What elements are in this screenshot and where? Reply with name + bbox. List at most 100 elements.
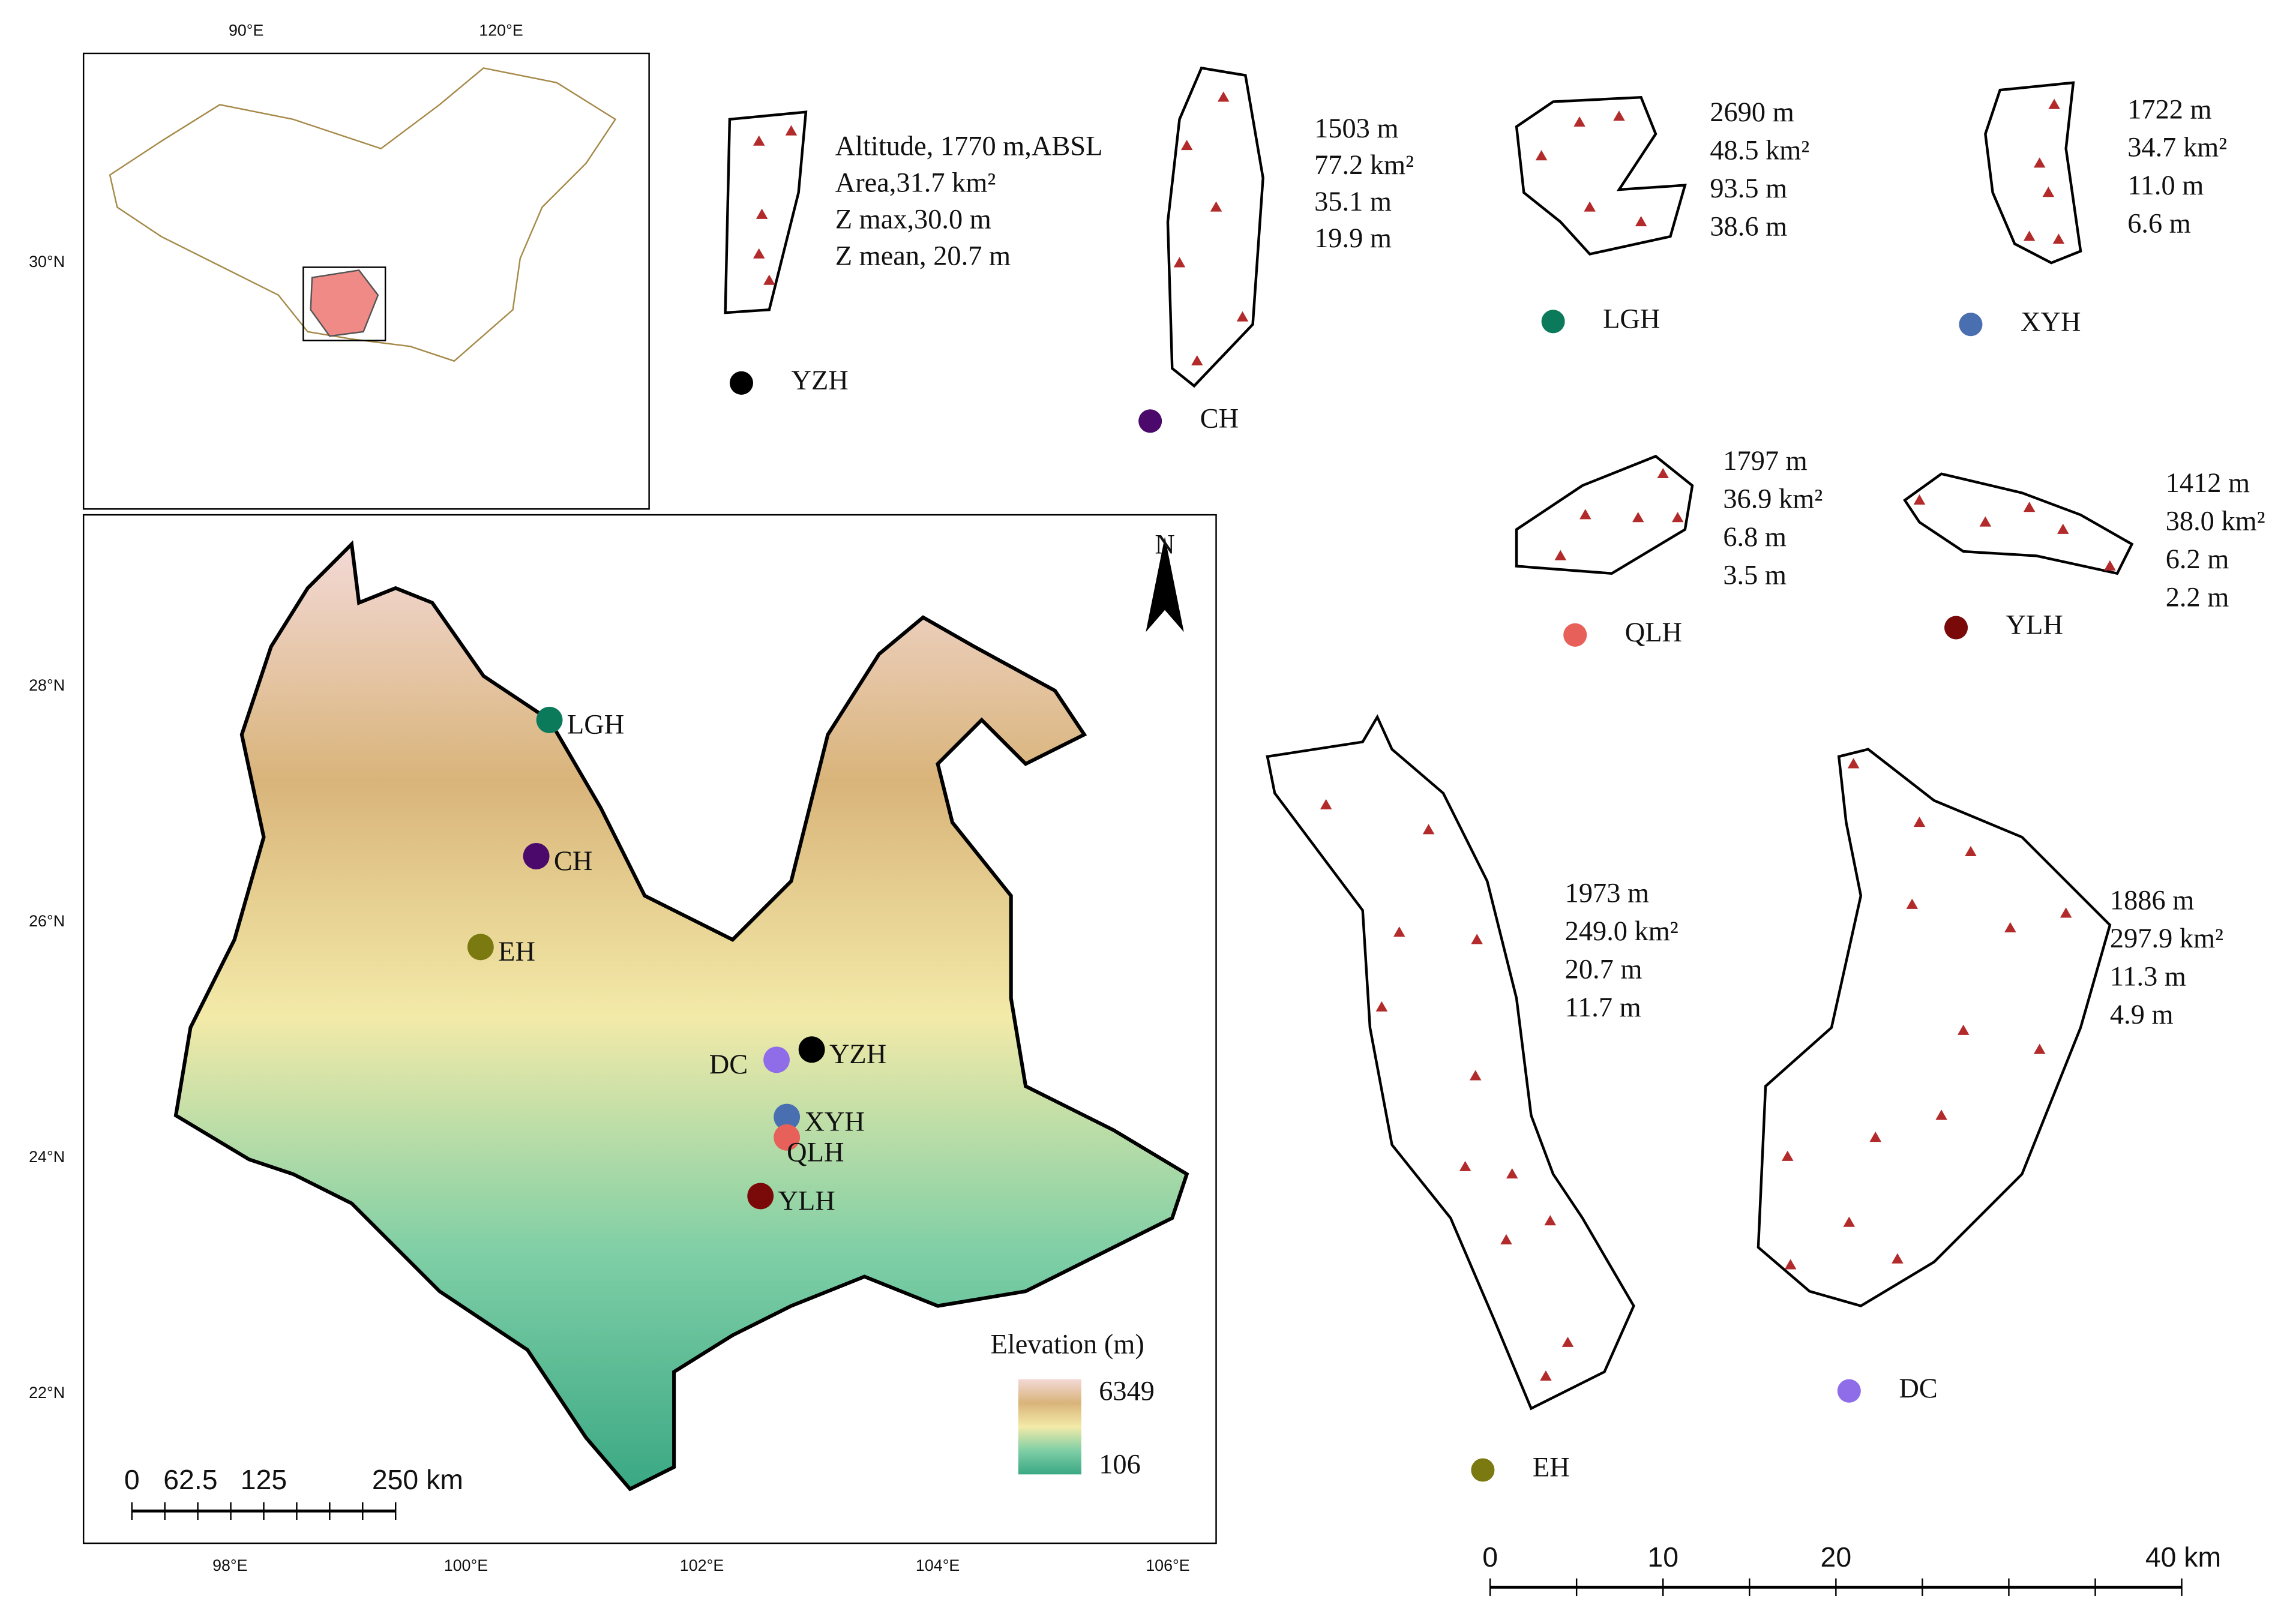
sampling-site [1535,150,1548,161]
sampling-site [1892,1253,1904,1264]
sampling-site [1210,201,1222,212]
yunnan-highlight [310,269,379,337]
sampling-site [785,125,798,136]
sampling-site [1554,550,1567,560]
lake-stat: 6.6 m [2127,209,2191,239]
lake-stat: 1886 m [2110,886,2194,916]
sampling-site [2004,922,2016,932]
lake-stat: 1973 m [1565,878,1649,909]
lake-stat: 11.7 m [1565,992,1641,1023]
north-arrow [1146,536,1184,632]
sampling-site [2104,560,2116,571]
china-outline [109,67,617,362]
lake-outline [1266,714,1635,1411]
sampling-site [2052,233,2065,244]
lake-stat: 3.5 m [1723,560,1787,591]
lake-scale-label: 20 [1821,1541,1852,1573]
lake-scale-label: 10 [1647,1541,1678,1573]
lake-stat: 1797 m [1723,446,1807,476]
legend-min: 106 [1099,1450,1141,1480]
sampling-site [2057,523,2069,534]
sampling-site [1561,1336,1574,1347]
sampling-site [756,208,768,219]
sampling-site [1506,1168,1518,1179]
sampling-site [1965,845,1977,856]
lake-name: DC [1899,1373,1937,1404]
site-label: XYH [804,1106,864,1137]
map-x-label: 98°E [212,1556,248,1574]
sampling-site [1843,1216,1856,1227]
map-y-label: 24°N [29,1148,65,1166]
sampling-site [2060,907,2072,918]
sampling-site [1471,934,1483,944]
lake-name: YZH [791,365,848,396]
scale-label: 125 [241,1464,287,1495]
north-label: N [1155,529,1175,560]
sampling-site [1635,215,1647,227]
lake-name: YLH [2006,610,2063,641]
lake-stat: 93.5 m [1710,173,1787,204]
lake-stat: 20.7 m [1565,954,1642,985]
sampling-site [1913,817,1926,827]
sampling-site [1784,1259,1797,1270]
lake-stat: 1412 m [2166,468,2250,499]
lake-stat: 297.9 km² [2110,923,2223,954]
map-x-label: 106°E [1146,1556,1189,1574]
site-marker [763,1046,790,1073]
sampling-site [1935,1109,1947,1120]
sampling-site [1393,926,1405,937]
sampling-site [1422,824,1435,835]
lake-stat: 4.9 m [2110,1000,2174,1030]
sampling-site [753,135,765,146]
inset-x-label: 90°E [229,21,264,39]
lake-name: LGH [1603,304,1660,334]
lake-stat: 2690 m [1710,97,1794,128]
lake-stat: 11.3 m [2110,962,2186,992]
map-x-label: 102°E [680,1556,724,1574]
lake-stat: 38.6 m [1710,212,1787,242]
sampling-site [1579,509,1591,520]
site-label: QLH [787,1138,844,1168]
lake-stat: 6.8 m [1723,522,1787,553]
lake-legend-dot [1837,1379,1861,1403]
lake-outline [1984,81,2082,265]
lake-legend-dot [1944,616,1968,640]
site-marker [774,1124,801,1151]
lake-outline [1515,95,1687,256]
scale-label: 62.5 [163,1464,217,1495]
scale-label: 0 [124,1464,140,1495]
lake-stat: 19.9 m [1314,223,1392,254]
inset-x-label: 120°E [479,21,523,39]
sampling-site [2042,187,2055,197]
lake-name: EH [1533,1453,1570,1483]
lake-outline [724,110,808,314]
lake-stat: 77.2 km² [1314,150,1414,181]
inset-frame [82,52,650,510]
sampling-site [1236,311,1249,322]
sampling-site [2048,98,2060,109]
lake-stat: 1722 m [2127,94,2211,125]
sampling-site [1869,1131,1882,1142]
sampling-site [753,248,765,259]
lake-stat: 6.2 m [2166,544,2229,575]
legend-max: 6349 [1099,1376,1155,1407]
site-label: DC [709,1049,748,1080]
lake-name: CH [1200,403,1239,434]
elevation-legend [1018,1379,1081,1475]
sampling-site [1544,1215,1556,1226]
sampling-site [1469,1070,1482,1081]
sampling-site [1671,512,1684,523]
sampling-site [1613,110,1625,121]
lake-legend-dot [1471,1458,1495,1482]
site-label: YLH [778,1186,835,1216]
sampling-site [1320,799,1332,809]
sampling-site [1847,758,1860,769]
site-marker [798,1036,825,1063]
lake-stat: Altitude, 1770 m,ABSL [835,131,1103,161]
lake-name: XYH [2021,307,2081,337]
lake-stat: 11.0 m [2127,170,2204,201]
lake-outline [1166,66,1264,388]
map-y-label: 28°N [29,676,65,694]
sampling-site [1632,512,1644,523]
lake-name: QLH [1625,617,1682,648]
